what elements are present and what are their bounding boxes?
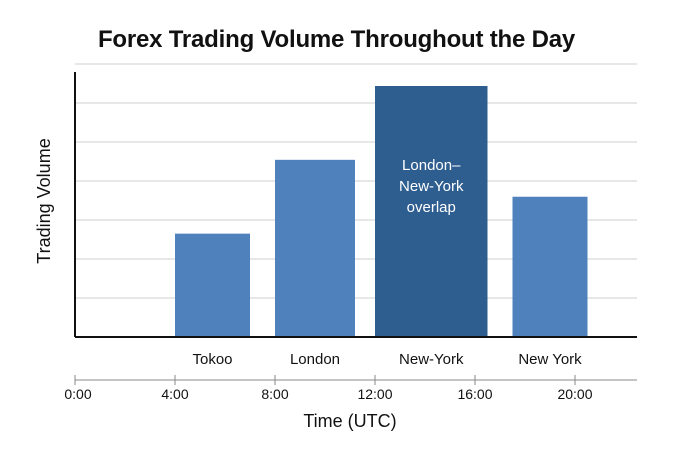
grid-lines bbox=[75, 63, 637, 299]
bar-4 bbox=[512, 196, 588, 337]
category-label: London bbox=[290, 351, 340, 368]
chart-title: Forex Trading Volume Throughout the Day bbox=[97, 26, 576, 53]
category-label: New-York bbox=[399, 351, 464, 368]
bar-2 bbox=[275, 159, 355, 337]
time-tick-label: 16:00 bbox=[457, 386, 492, 402]
category-label: New York bbox=[518, 351, 582, 368]
category-label: Tokoo bbox=[192, 351, 232, 368]
y-axis-label: Trading Volume bbox=[34, 138, 54, 263]
bar-3 bbox=[375, 86, 488, 337]
time-tick-label: 8:00 bbox=[261, 386, 288, 402]
bar-annotation: New-York bbox=[399, 178, 464, 195]
time-tick-label: 12:00 bbox=[357, 386, 392, 402]
time-tick-label: 4:00 bbox=[161, 386, 188, 402]
bar-annotation: overlap bbox=[407, 199, 456, 216]
time-tick-label: 0:00 bbox=[64, 386, 91, 402]
labels: Tokoo London New-York London– New-York overla… bbox=[64, 157, 592, 402]
bar-1 bbox=[175, 233, 250, 337]
bars bbox=[175, 86, 588, 337]
bar-annotation: London– bbox=[402, 157, 461, 174]
x-axis-label: Time (UTC) bbox=[303, 411, 396, 431]
time-tick-label: 20:00 bbox=[557, 386, 592, 402]
